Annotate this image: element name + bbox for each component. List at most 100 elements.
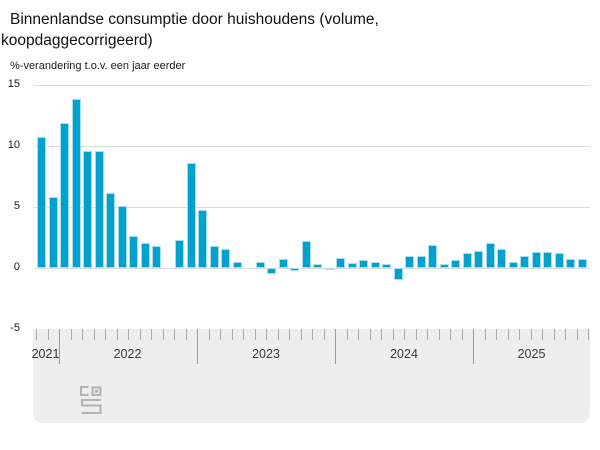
bar-2025-05[interactable] (520, 255, 530, 268)
bar-2024-07[interactable] (405, 255, 415, 268)
bar-2024-02[interactable] (347, 262, 357, 268)
year-boundary-tick (197, 329, 198, 364)
month-tick (392, 329, 394, 340)
month-tick (346, 329, 348, 340)
bar-2022-11[interactable] (175, 239, 185, 268)
bar-2025-09[interactable] (566, 259, 576, 268)
bar-2025-02[interactable] (485, 243, 495, 268)
month-tick (415, 329, 417, 340)
bar-2025-06[interactable] (531, 251, 541, 268)
y-axis-label-10: 10 (7, 139, 20, 152)
month-tick (289, 329, 290, 340)
bar-2023-07[interactable] (267, 267, 277, 274)
month-tick (553, 329, 555, 340)
bar-2024-11[interactable] (451, 260, 461, 268)
month-tick (151, 329, 152, 340)
month-tick (484, 329, 486, 340)
month-tick (36, 329, 37, 340)
month-tick (404, 329, 405, 340)
bar-2023-09[interactable] (290, 267, 300, 272)
bar-2023-01[interactable] (198, 210, 208, 268)
bar-2024-04[interactable] (370, 261, 380, 268)
y-axis-label-15: 15 (7, 78, 20, 91)
bar-2023-08[interactable] (278, 259, 288, 268)
month-tick (519, 329, 520, 340)
bar-2023-02[interactable] (209, 245, 219, 268)
y-axis-label-5: 5 (13, 200, 20, 213)
month-tick (185, 329, 187, 340)
month-tick (82, 329, 83, 340)
bar-2024-01[interactable] (336, 257, 346, 268)
month-tick (588, 329, 589, 340)
bar-2022-01[interactable] (60, 122, 70, 268)
bar-2021-11[interactable] (37, 137, 47, 268)
month-tick (565, 329, 566, 340)
month-tick (266, 329, 267, 340)
month-tick (507, 329, 509, 340)
month-tick (220, 329, 221, 340)
month-tick (231, 329, 233, 340)
month-tick (381, 329, 382, 340)
month-tick (438, 329, 440, 340)
y-axis-label-0: 0 (13, 261, 20, 274)
gridline-15 (34, 84, 590, 86)
month-tick (530, 329, 532, 340)
bar-2022-03[interactable] (83, 150, 93, 268)
bar-2024-12[interactable] (462, 253, 472, 268)
month-tick (139, 329, 141, 340)
y-axis-label--5: -5 (10, 322, 20, 335)
bar-2022-12[interactable] (186, 162, 196, 268)
bar-2023-03[interactable] (221, 249, 231, 268)
month-tick (254, 329, 256, 340)
month-tick (47, 329, 49, 340)
month-tick (358, 329, 359, 340)
bar-2023-04[interactable] (232, 261, 242, 268)
bar-2022-08[interactable] (140, 243, 150, 268)
bar-2025-04[interactable] (508, 261, 518, 268)
month-tick (208, 329, 210, 340)
bar-2025-10[interactable] (577, 259, 587, 268)
bar-2025-03[interactable] (497, 249, 507, 268)
month-tick (243, 329, 244, 340)
month-tick (93, 329, 95, 340)
bar-2022-04[interactable] (94, 150, 104, 268)
bar-2024-10[interactable] (439, 264, 449, 268)
bar-2023-10[interactable] (301, 240, 311, 268)
x-axis-year-label-2022: 2022 (113, 347, 142, 361)
bar-2024-09[interactable] (428, 244, 438, 268)
bar-2022-06[interactable] (117, 205, 127, 268)
month-tick (116, 329, 118, 340)
month-tick (496, 329, 497, 340)
month-tick (174, 329, 175, 340)
x-axis-year-label-2024: 2024 (390, 347, 418, 361)
bar-2025-01[interactable] (474, 250, 484, 268)
x-axis-band: 2021 2022 2023 2024 2025 (31, 329, 590, 423)
bar-2023-06[interactable] (255, 261, 265, 268)
month-tick (542, 329, 543, 340)
month-tick (128, 329, 129, 340)
bar-2023-11[interactable] (313, 264, 323, 268)
bar-2022-02[interactable] (71, 99, 81, 268)
month-tick (369, 329, 371, 340)
bar-2024-03[interactable] (359, 260, 369, 268)
bar-2025-07[interactable] (543, 251, 553, 268)
bar-2022-09[interactable] (152, 245, 162, 268)
bar-2022-05[interactable] (106, 193, 116, 268)
x-axis-year-label-2021: 2021 (31, 347, 60, 361)
chart-title-line1: Binnenlandse consumptie door huishoudens… (10, 11, 379, 28)
bar-2021-12[interactable] (48, 196, 58, 268)
month-tick (277, 329, 279, 340)
bar-2024-08[interactable] (416, 255, 426, 268)
gridline-0 (34, 267, 590, 269)
chart-title-line2: koopdaggecorrigeerd) (1, 32, 153, 49)
bar-2024-06[interactable] (393, 267, 403, 280)
bar-2023-12[interactable] (324, 267, 334, 270)
month-tick (105, 329, 106, 340)
bar-2025-08[interactable] (554, 253, 564, 268)
bar-2024-05[interactable] (382, 264, 392, 268)
gridline-10 (34, 145, 590, 147)
month-tick (576, 329, 578, 340)
bar-2022-07[interactable] (129, 236, 139, 268)
month-tick (162, 329, 164, 340)
